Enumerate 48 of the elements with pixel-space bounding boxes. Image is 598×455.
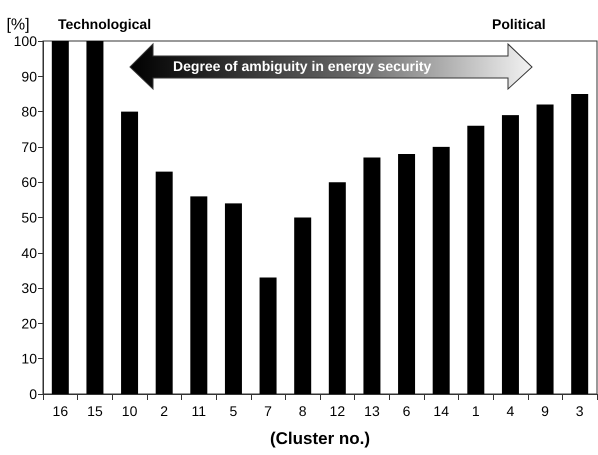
bar	[224, 203, 242, 394]
y-tick-label: 40	[21, 244, 38, 261]
x-tick-label: 5	[230, 403, 238, 419]
x-tick-label: 12	[330, 403, 346, 419]
bar	[121, 112, 138, 394]
x-axis-title: (Cluster no.)	[270, 429, 370, 448]
x-tick-label: 10	[122, 403, 138, 419]
x-tick-label: 16	[52, 403, 68, 419]
y-tick-label: 50	[21, 210, 38, 226]
y-tick-label: 90	[21, 68, 38, 84]
bar	[328, 182, 346, 394]
x-tick-label: 2	[160, 403, 168, 419]
bar	[260, 278, 277, 394]
bar	[536, 104, 554, 394]
x-tick-label: 9	[541, 403, 550, 419]
x-tick-label: 13	[364, 403, 380, 419]
bar	[363, 157, 380, 394]
y-axis-title: [%]	[6, 16, 30, 34]
bar	[190, 196, 208, 394]
y-tick-label: 20	[21, 315, 38, 332]
x-tick-label: 11	[192, 403, 206, 419]
bar	[571, 94, 588, 394]
y-tick-label: 80	[21, 104, 38, 120]
x-tick-label: 3	[576, 403, 584, 419]
y-tick-label: 100	[14, 33, 38, 49]
bar	[52, 41, 69, 394]
bar	[398, 154, 416, 394]
bar	[156, 172, 173, 394]
bar	[432, 146, 450, 394]
y-tick-label: 70	[21, 138, 38, 155]
x-tick-label: 15	[87, 403, 103, 419]
x-tick-label: 8	[298, 403, 307, 419]
text: Technological	[58, 16, 152, 32]
x-tick-label: 7	[264, 403, 272, 419]
x-tick-label: 1	[472, 403, 480, 419]
bar	[294, 218, 312, 394]
bar	[86, 41, 104, 394]
bar	[502, 115, 519, 394]
y-tick-label: 60	[21, 174, 38, 190]
y-tick-label: 10	[21, 350, 38, 367]
x-tick-label: 6	[402, 403, 411, 419]
x-tick-label: 4	[506, 403, 515, 419]
y-tick-label: 0	[29, 386, 38, 402]
text: Political	[492, 16, 546, 32]
x-tick-label: 14	[433, 403, 450, 419]
annotation: Degree of ambiguity in energy security	[173, 58, 432, 74]
y-tick-label: 30	[21, 280, 38, 296]
bar	[467, 126, 484, 394]
